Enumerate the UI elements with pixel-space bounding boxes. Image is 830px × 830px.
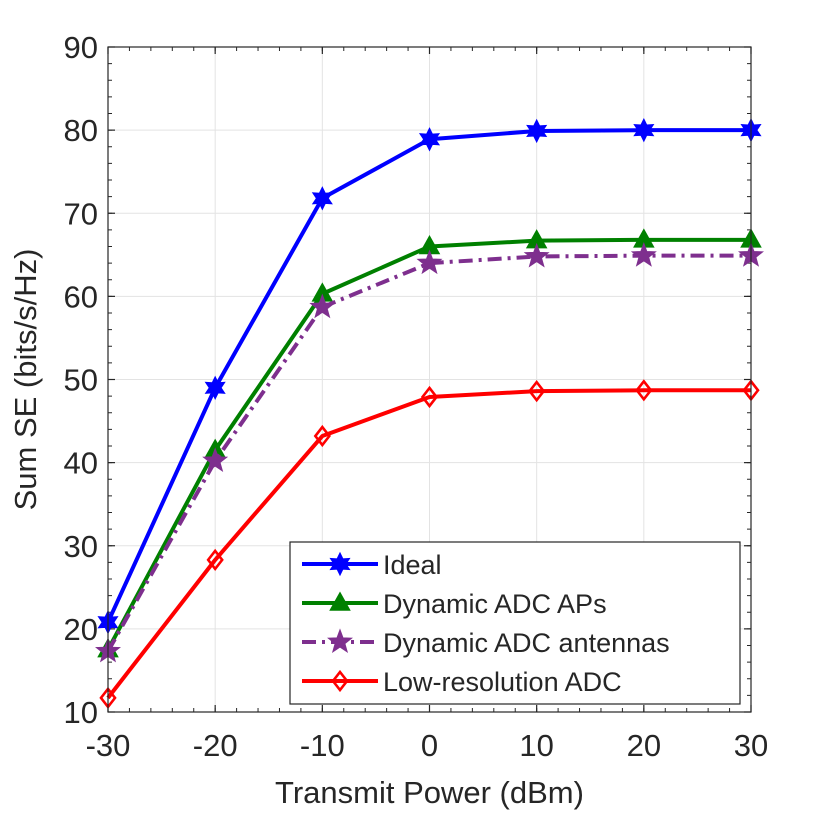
y-tick-label: 70 <box>64 196 98 231</box>
data-point <box>313 424 331 448</box>
y-tick-label: 10 <box>64 695 98 730</box>
y-tick-label: 90 <box>64 30 98 65</box>
y-tick-label: 30 <box>64 529 98 564</box>
legend-box <box>289 541 741 705</box>
data-point <box>311 186 333 211</box>
legend-label: Ideal <box>383 550 442 580</box>
legend-item: Dynamic ADC antennas <box>302 628 670 658</box>
data-point <box>206 548 224 571</box>
data-point <box>635 379 653 402</box>
y-tick-label: 40 <box>64 446 98 481</box>
x-tick-label: 20 <box>627 728 661 763</box>
series-layer <box>95 117 764 709</box>
legend: Ideal Dynamic ADC APs Dynamic ADC antennas… <box>289 541 741 705</box>
y-axis-label: Sum SE (bits/s/Hz) <box>8 249 43 511</box>
data-point <box>416 249 443 275</box>
data-point <box>204 375 226 400</box>
legend-label: Low-resolution ADC <box>383 667 622 697</box>
minor-ticks <box>107 46 752 713</box>
legend-item: Low-resolution ADC <box>302 667 622 697</box>
x-tick-label: 0 <box>421 728 438 763</box>
y-tick-label: 20 <box>64 612 98 647</box>
data-point <box>418 127 441 152</box>
series-ideal <box>97 117 762 635</box>
data-point <box>630 241 657 267</box>
legend-item: Ideal <box>302 550 442 580</box>
x-tick-label: -30 <box>86 728 131 763</box>
data-point <box>202 447 229 473</box>
x-axis-label: Transmit Power (dBm) <box>275 775 584 810</box>
legend-marker <box>329 551 351 577</box>
y-tick-label: 60 <box>64 279 98 314</box>
tick-labels: -30 -20 -10 0 10 20 30 10 20 30 40 50 60 70 80 90 <box>64 30 769 763</box>
x-tick-label: -10 <box>300 728 345 763</box>
x-tick-label: -20 <box>193 728 238 763</box>
y-tick-label: 80 <box>64 113 98 148</box>
legend-label: Dynamic ADC APs <box>383 589 607 619</box>
y-tick-label: 50 <box>64 363 98 398</box>
x-tick-label: 30 <box>734 728 768 763</box>
legend-item: Dynamic ADC APs <box>302 589 607 619</box>
data-point <box>309 293 336 319</box>
x-tick-label: 10 <box>519 728 553 763</box>
legend-marker <box>327 628 353 654</box>
series-line <box>106 388 751 700</box>
legend-marker <box>331 669 349 693</box>
data-point <box>523 242 550 268</box>
legend-label: Dynamic ADC antennas <box>383 628 670 658</box>
data-point <box>420 385 439 409</box>
plot-frame <box>107 46 752 713</box>
legend-marker <box>329 591 351 611</box>
data-point <box>528 380 546 403</box>
data-point <box>633 117 655 143</box>
data-point <box>526 118 548 144</box>
